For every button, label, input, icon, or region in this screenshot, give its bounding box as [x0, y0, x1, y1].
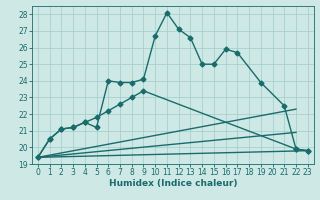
X-axis label: Humidex (Indice chaleur): Humidex (Indice chaleur) [108, 179, 237, 188]
